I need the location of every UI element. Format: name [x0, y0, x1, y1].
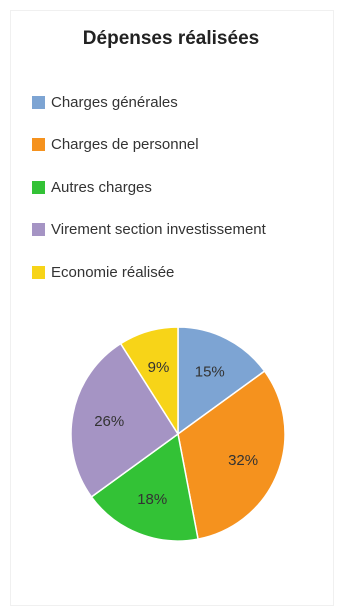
legend-label: Charges de personnel [51, 136, 199, 153]
legend-label: Autres charges [51, 178, 152, 196]
pie-data-label-1: 15% [195, 364, 225, 381]
pie-data-label-3: 18% [137, 491, 167, 508]
legend-label: Virement section investissement [51, 221, 266, 238]
chart-legend: Charges générales Charges de personnel A… [32, 92, 266, 305]
pie-slice-5 [119, 326, 179, 437]
legend-item-economie-realisee: Economie réalisée [32, 262, 266, 282]
legend-swatch [32, 265, 45, 279]
pie-data-label-5: 9% [148, 359, 170, 376]
legend-item-charges-personnel: Charges de personnel [32, 135, 266, 155]
legend-swatch [32, 180, 45, 194]
legend-label: Charges générales [51, 93, 178, 111]
pie-slice-4 [70, 342, 180, 498]
pie-data-label-2: 32% [228, 452, 258, 469]
legend-item-virement-section: Virement section investissement [32, 220, 266, 240]
chart-title: Dépenses réalisées [82, 28, 260, 49]
legend-swatch [32, 95, 45, 109]
legend-item-autres-charges: Autres charges [32, 177, 266, 197]
pie-slice-2 [177, 370, 286, 540]
legend-swatch [32, 223, 45, 236]
pie-slice-3 [90, 432, 199, 542]
legend-item-charges-generales: Charges générales [32, 92, 266, 112]
pie-data-label-4: 26% [94, 413, 124, 430]
pie-slice-1 [177, 326, 266, 436]
legend-swatch [32, 138, 45, 151]
legend-label: Economie réalisée [51, 263, 175, 281]
